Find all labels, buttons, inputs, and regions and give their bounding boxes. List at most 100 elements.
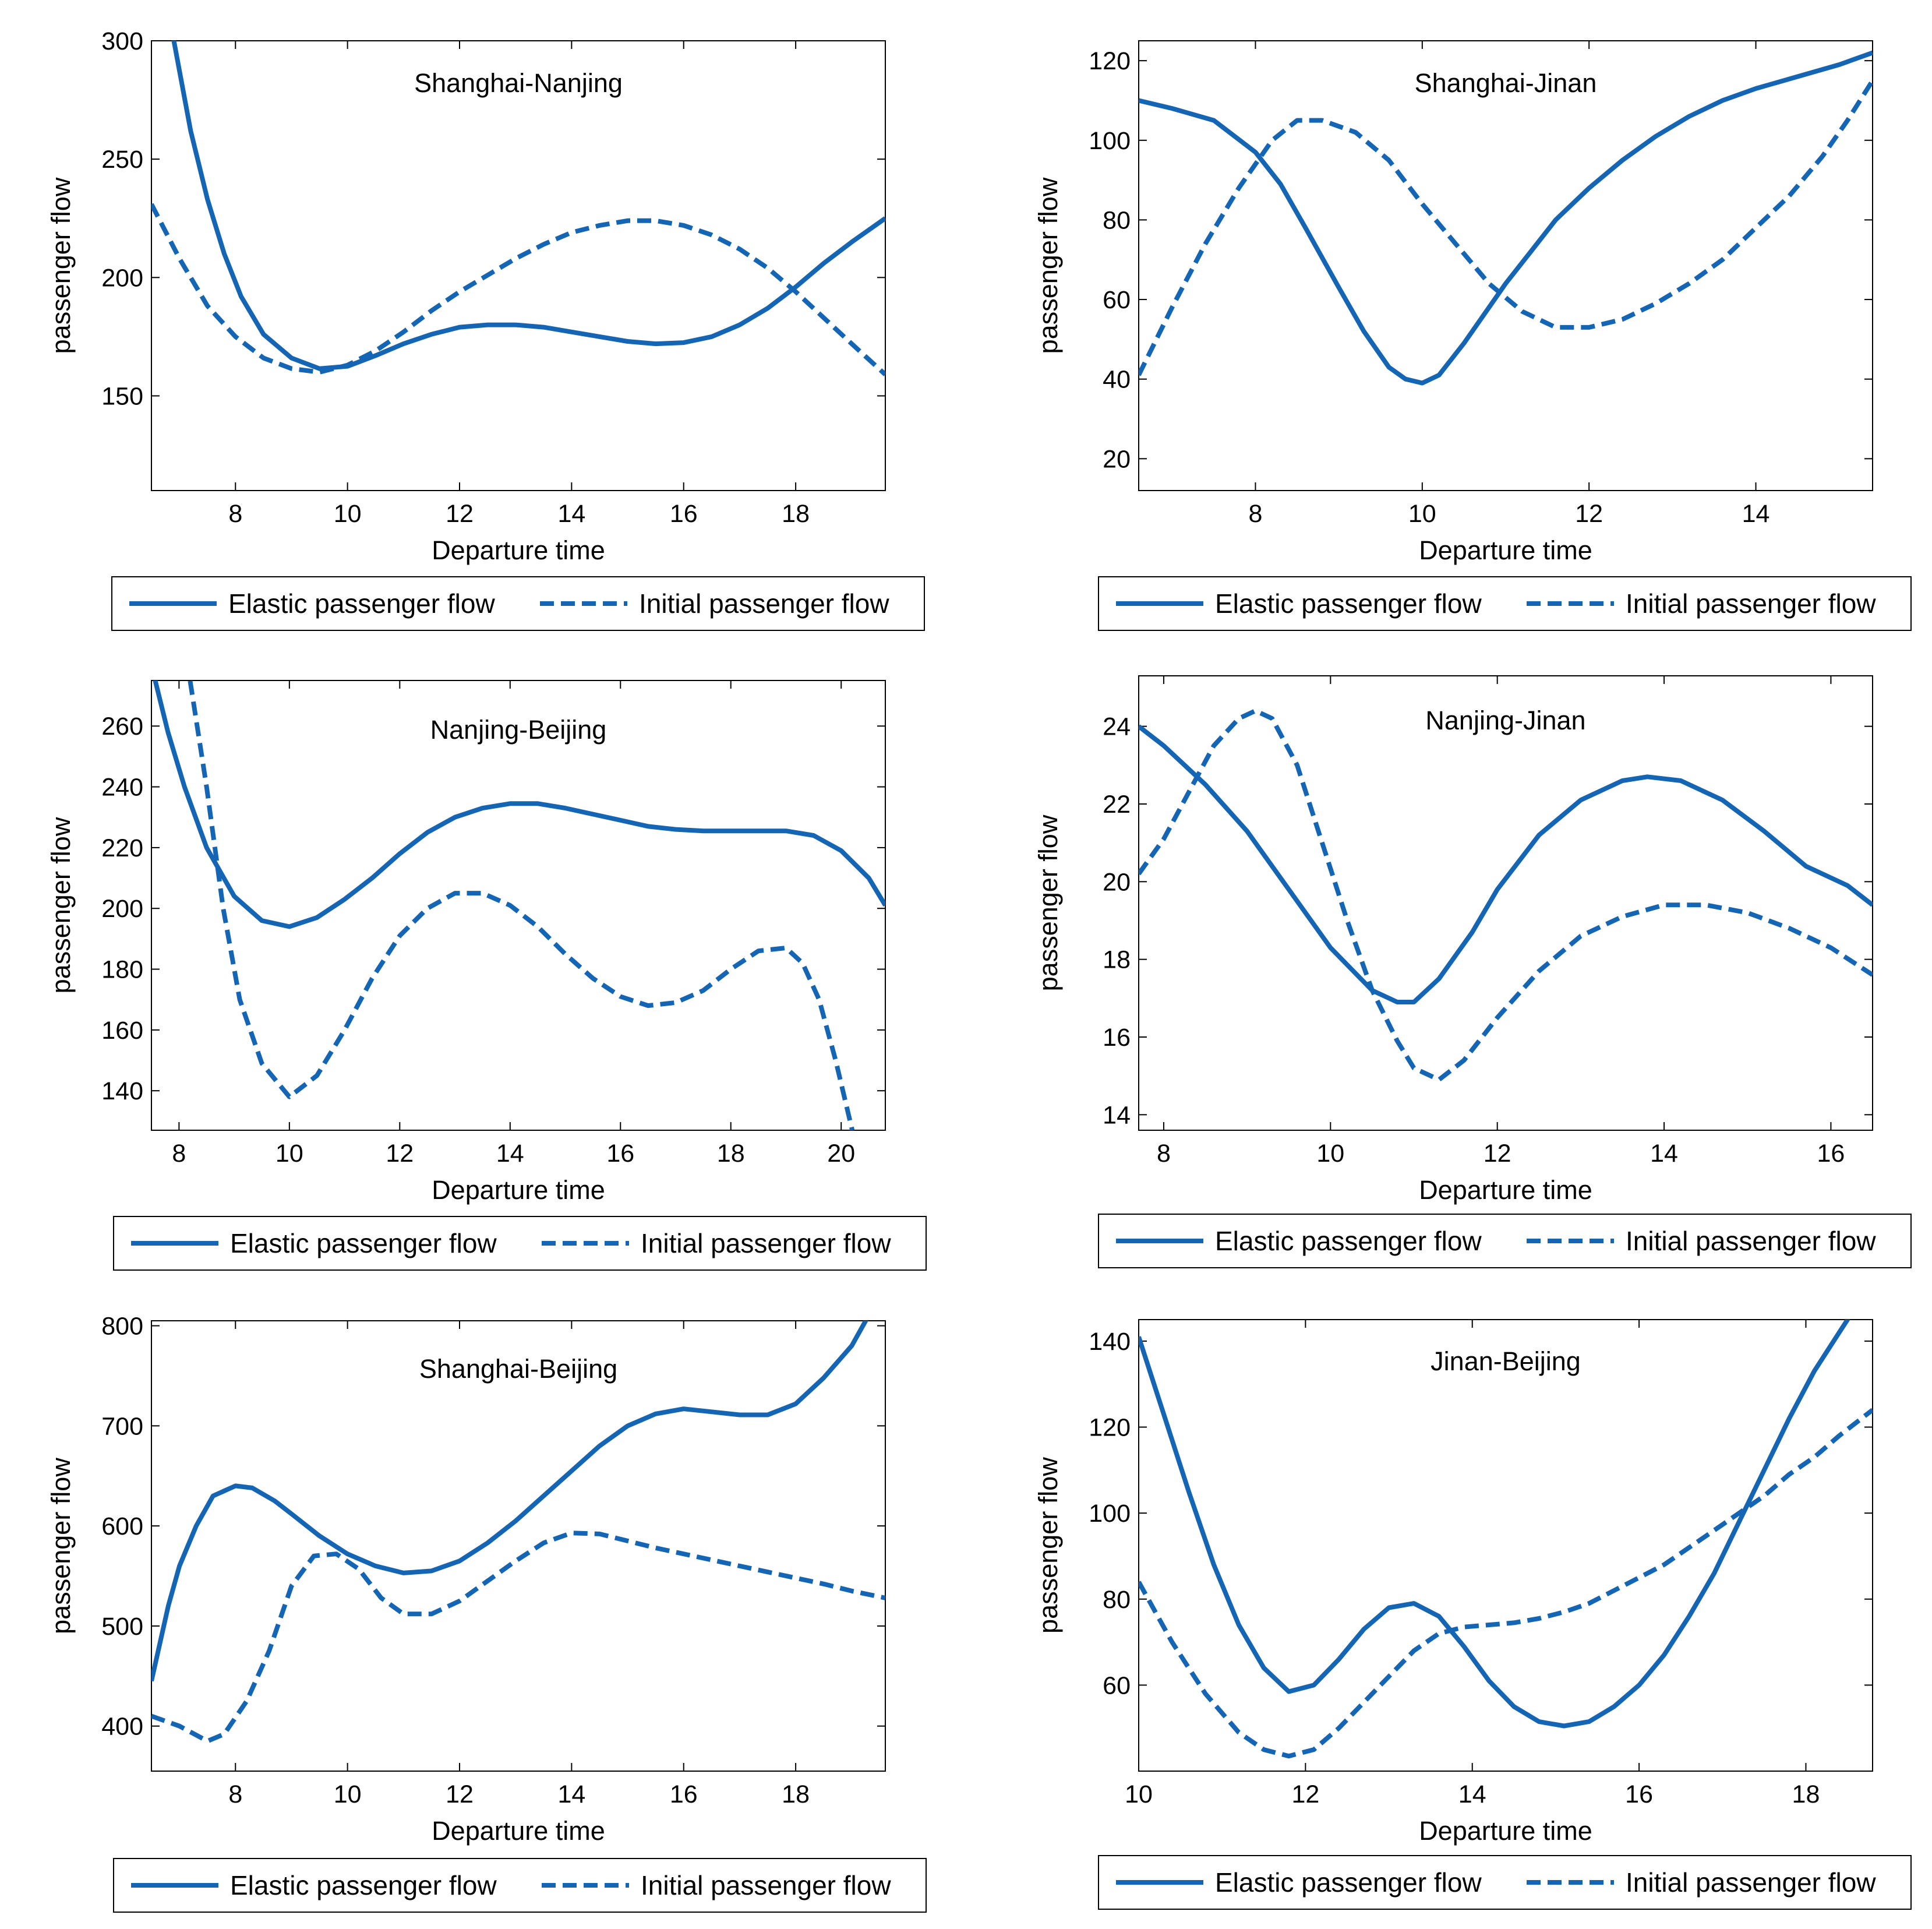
y-tick-label: 400 xyxy=(101,1713,143,1741)
initial-flow-line xyxy=(1139,79,1873,376)
legend-box xyxy=(113,1216,927,1271)
legend-box xyxy=(111,576,925,631)
legend-label-elastic: Elastic passenger flow xyxy=(1215,1226,1482,1256)
x-tick-label: 10 xyxy=(1125,1780,1153,1808)
x-tick-label: 14 xyxy=(1742,500,1770,528)
x-tick-label: 12 xyxy=(446,1780,474,1808)
y-axis-label: passenger flow xyxy=(46,817,76,993)
legend-label-initial: Initial passenger flow xyxy=(1626,1226,1876,1256)
x-tick-label: 14 xyxy=(557,500,585,528)
x-tick-label: 8 xyxy=(228,1780,242,1808)
y-tick-label: 120 xyxy=(1089,1414,1131,1442)
y-tick-label: 800 xyxy=(101,1313,143,1341)
initial-flow-line xyxy=(183,680,855,1130)
y-tick-label: 180 xyxy=(101,956,143,984)
series-group xyxy=(1139,1320,1873,1759)
initial-flow-line xyxy=(151,203,885,376)
x-tick-label: 18 xyxy=(1792,1780,1820,1808)
legend-box xyxy=(1098,1855,1912,1910)
initial-flow-line xyxy=(151,1530,885,1744)
panel-5: 8 10 12 14 16 18 400 500 600 700 800 Departure time… xyxy=(46,1313,927,1913)
legend-label-initial: Initial passenger flow xyxy=(1626,588,1876,619)
y-tick-label: 700 xyxy=(101,1412,143,1440)
x-tick-label: 8 xyxy=(1157,1140,1171,1168)
axes-frame xyxy=(1138,675,1873,1131)
initial-flow-line xyxy=(1139,708,1873,1082)
series-group xyxy=(151,1321,885,1744)
legend-label-elastic: Elastic passenger flow xyxy=(228,588,495,619)
x-tick-label: 10 xyxy=(1408,500,1436,528)
y-tick-label: 220 xyxy=(101,834,143,862)
y-tick-label: 120 xyxy=(1089,47,1131,75)
panel-6: 10 12 14 16 18 60 80 100 120 140 Departure time pas… xyxy=(1033,1319,1912,1910)
y-axis-label: passenger flow xyxy=(1033,177,1063,354)
series-group xyxy=(151,41,885,376)
series-group xyxy=(153,680,885,1130)
x-tick-label: 14 xyxy=(557,1780,585,1808)
panel-2: 8 10 12 14 20 40 60 80 100 120 Departure time passe… xyxy=(1033,40,1912,631)
x-tick-label: 8 xyxy=(228,500,242,528)
legend: Elastic passenger flow Initial passenger … xyxy=(1098,576,1912,631)
y-tick-label: 40 xyxy=(1103,366,1131,394)
y-axis-label: passenger flow xyxy=(1033,1457,1063,1634)
panel-1: 8 10 12 14 16 18 150 200 250 300 Departure time pas… xyxy=(46,27,925,631)
y-axis-label: passenger flow xyxy=(46,177,76,354)
x-tick-label: 16 xyxy=(606,1140,634,1168)
series-group xyxy=(1139,708,1873,1082)
axes-frame xyxy=(151,40,886,491)
x-axis-label: Departure time xyxy=(432,1816,605,1846)
x-tick-label: 14 xyxy=(1650,1140,1678,1168)
y-tick-label: 600 xyxy=(101,1512,143,1540)
x-tick-label: 10 xyxy=(334,1780,362,1808)
y-tick-label: 100 xyxy=(1089,1500,1131,1528)
legend-label-initial: Initial passenger flow xyxy=(1626,1867,1876,1898)
x-axis-label: Departure time xyxy=(432,1175,605,1205)
axes-frame xyxy=(1138,1319,1873,1772)
y-tick-label: 18 xyxy=(1103,946,1131,974)
x-tick-label: 14 xyxy=(1458,1780,1486,1808)
x-tick-label: 12 xyxy=(386,1140,414,1168)
x-tick-label: 16 xyxy=(670,500,698,528)
x-tick-label: 16 xyxy=(670,1780,698,1808)
chart-title: Nanjing-Jinan xyxy=(1425,706,1585,735)
chart-title: Shanghai-Nanjing xyxy=(414,68,623,98)
y-tick-label: 250 xyxy=(101,146,143,174)
x-tick-label: 14 xyxy=(496,1140,524,1168)
elastic-flow-line xyxy=(1139,50,1873,386)
y-tick-label: 300 xyxy=(101,27,143,55)
y-tick-label: 160 xyxy=(101,1017,143,1045)
legend: Elastic passenger flow Initial passenger … xyxy=(113,1858,927,1913)
x-tick-label: 12 xyxy=(1575,500,1603,528)
y-tick-label: 150 xyxy=(101,382,143,410)
chart-title: Shanghai-Beijing xyxy=(419,1354,617,1384)
x-axis-label: Departure time xyxy=(1419,1816,1592,1846)
y-tick-label: 22 xyxy=(1103,791,1131,819)
legend-box xyxy=(113,1858,927,1913)
x-tick-label: 10 xyxy=(276,1140,303,1168)
x-tick-label: 16 xyxy=(1625,1780,1653,1808)
legend-label-initial: Initial passenger flow xyxy=(639,588,889,619)
chart-title: Jinan-Beijing xyxy=(1431,1346,1581,1376)
y-tick-label: 20 xyxy=(1103,445,1131,473)
legend: Elastic passenger flow Initial passenger … xyxy=(111,576,925,631)
y-tick-label: 200 xyxy=(101,264,143,292)
legend-label-elastic: Elastic passenger flow xyxy=(230,1228,497,1258)
y-tick-label: 20 xyxy=(1103,868,1131,896)
y-tick-label: 16 xyxy=(1103,1024,1131,1052)
x-tick-label: 8 xyxy=(172,1140,186,1168)
legend: Elastic passenger flow Initial passenger … xyxy=(113,1216,927,1271)
x-axis-label: Departure time xyxy=(1419,535,1592,565)
x-tick-label: 10 xyxy=(1316,1140,1344,1168)
x-tick-label: 8 xyxy=(1248,500,1262,528)
x-tick-label: 10 xyxy=(334,500,362,528)
y-tick-label: 200 xyxy=(101,895,143,923)
y-axis-label: passenger flow xyxy=(46,1458,76,1634)
legend-label-initial: Initial passenger flow xyxy=(641,1228,891,1258)
elastic-flow-line xyxy=(171,41,885,371)
legend-label-elastic: Elastic passenger flow xyxy=(230,1870,497,1900)
x-axis-label: Departure time xyxy=(432,535,605,565)
y-tick-label: 80 xyxy=(1103,1586,1131,1614)
legend: Elastic passenger flow Initial passenger … xyxy=(1098,1214,1912,1268)
legend-label-elastic: Elastic passenger flow xyxy=(1215,1867,1482,1898)
